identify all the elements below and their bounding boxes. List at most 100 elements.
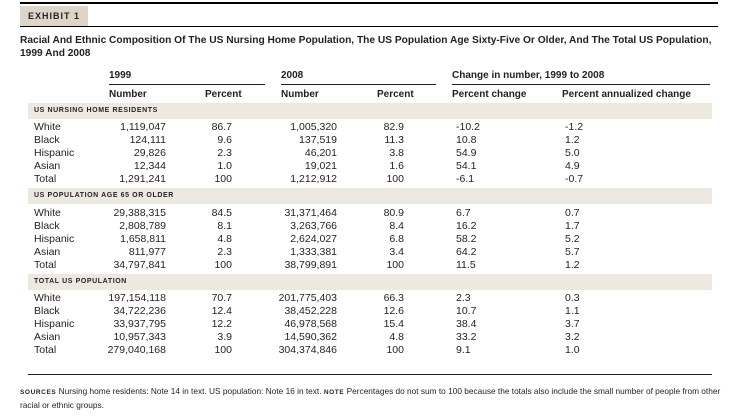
row-annualized-change: 1.2 [565,134,580,147]
row-annualized-change: -0.7 [565,173,584,186]
row-annualized-change: 1.1 [565,305,580,318]
row-percent-2008: 8.4 [389,219,404,232]
section-label: US POPULATION AGE 65 OR OLDER [34,192,174,199]
section-band [28,188,712,204]
note-text: Percentages do not sum to 100 because th… [20,386,721,410]
row-percent-change: 9.1 [456,344,471,357]
row-percent-change: 38.4 [456,318,477,331]
row-annualized-change: 5.7 [565,245,580,258]
row-number-1999: 29,826 [133,147,166,160]
row-group: White [34,121,61,133]
row-annualized-change: 5.0 [565,147,580,160]
row-percent-2008: 6.8 [389,232,404,245]
row-percent-2008: 1.6 [389,160,404,173]
col-header-annualized-change: Percent annualized change [562,89,691,100]
section-label: US NURSING HOME RESIDENTS [34,107,158,114]
row-percent-1999: 100 [214,173,232,186]
footnote: SOURCES Nursing home residents: Note 14 … [20,385,725,411]
row-number-1999: 34,797,841 [113,258,166,271]
row-percent-1999: 8.1 [217,219,232,232]
row-percent-change: 10.7 [456,305,477,318]
row-number-2008: 1,212,912 [290,173,337,186]
section-band [28,103,712,119]
row-number-2008: 46,978,568 [284,318,337,331]
row-annualized-change: 0.7 [565,206,580,219]
row-percent-change: 58.2 [456,232,477,245]
top-rule [20,2,718,4]
row-percent-2008: 66.3 [383,292,404,304]
group-header-1999: 1999 [109,70,132,81]
row-annualized-change: -1.2 [565,121,584,133]
row-number-2008: 137,519 [299,134,337,147]
exhibit-label: EXHIBIT 1 [20,6,89,26]
row-percent-1999: 100 [214,258,232,271]
row-annualized-change: 3.2 [565,331,580,344]
row-group: White [34,206,61,219]
row-number-1999: 279,040,168 [107,344,166,357]
row-group: Asian [34,245,61,258]
row-percent-1999: 84.5 [211,206,232,219]
col-header-percent-change: Percent change [452,89,527,100]
row-group: Total [34,344,57,357]
row-annualized-change: 4.9 [565,160,580,173]
row-group: Black [34,134,60,147]
row-percent-1999: 70.7 [211,292,232,304]
row-number-1999: 33,937,795 [113,318,166,331]
row-group: Black [34,219,60,232]
row-percent-2008: 100 [386,344,404,357]
row-number-2008: 38,799,891 [284,258,337,271]
col-header-percent-2008: Percent [377,89,414,100]
row-number-2008: 201,775,403 [278,292,337,304]
row-percent-2008: 11.3 [384,134,404,147]
row-group: Hispanic [34,147,75,160]
row-percent-2008: 15.4 [383,318,404,331]
note-tag: NOTE [323,389,345,396]
row-percent-2008: 12.6 [383,305,404,318]
row-percent-change: 33.2 [456,331,477,344]
row-group: White [34,292,61,304]
row-percent-2008: 100 [386,173,404,186]
row-percent-1999: 4.8 [217,232,232,245]
row-number-1999: 1,119,047 [120,121,166,133]
row-group: Black [34,305,60,318]
row-percent-change: -6.1 [456,173,475,186]
row-percent-change: 64.2 [456,245,477,258]
section-label: TOTAL US POPULATION [34,278,127,285]
row-number-1999: 10,957,343 [113,331,166,344]
row-number-1999: 1,291,241 [119,173,166,186]
row-number-1999: 34,722,236 [113,305,166,318]
col-header-number-1999: Number [109,89,147,100]
rule-2008 [281,84,436,85]
row-annualized-change: 1.7 [565,219,580,232]
section-band [28,274,712,290]
sources-text: Nursing home residents: Note 14 in text.… [56,386,324,396]
table-title: Racial And Ethnic Composition Of The US … [20,35,712,59]
row-percent-2008: 3.8 [389,147,404,160]
row-percent-1999: 12.2 [211,318,232,331]
rule-1999 [109,84,265,85]
row-number-1999: 197,154,118 [108,292,166,304]
row-group: Total [34,258,57,271]
row-annualized-change: 1.0 [565,344,580,357]
row-number-1999: 2,808,789 [119,219,166,232]
row-percent-change: 11.5 [456,258,476,271]
row-percent-1999: 100 [214,344,232,357]
row-number-2008: 46,201 [304,147,337,160]
row-percent-1999: 12.4 [211,305,232,318]
sources-tag: SOURCES [20,389,57,396]
row-number-1999: 124,111 [129,134,166,147]
col-header-number-2008: Number [281,89,319,100]
bottom-rule [28,374,712,375]
row-group: Asian [34,160,61,173]
row-number-2008: 304,374,846 [278,344,337,357]
row-annualized-change: 1.2 [565,258,580,271]
row-number-2008: 2,624,027 [290,232,337,245]
row-percent-1999: 1.0 [217,160,232,173]
exhibit-rule [20,26,718,27]
row-number-2008: 14,590,362 [284,331,337,344]
row-number-2008: 3,263,766 [290,219,337,232]
row-number-1999: 811,977 [128,245,166,258]
row-percent-2008: 80.9 [383,206,404,219]
row-percent-2008: 3.4 [389,245,404,258]
row-group: Asian [34,331,61,344]
